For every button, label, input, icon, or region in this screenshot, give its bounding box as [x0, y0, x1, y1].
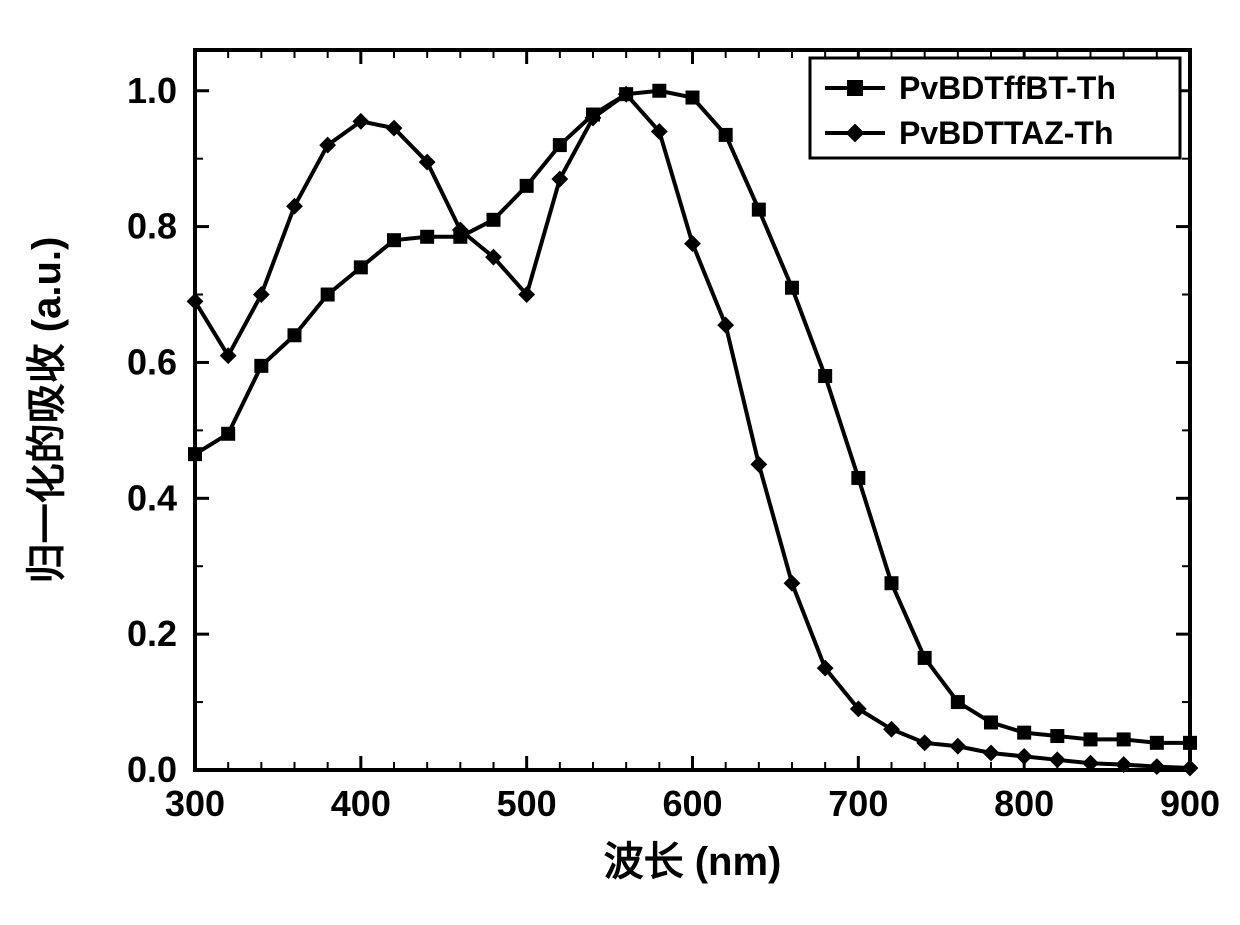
x-tick-label: 800 [994, 783, 1054, 824]
marker-square [687, 92, 699, 104]
x-tick-label: 700 [828, 783, 888, 824]
marker-square [720, 129, 732, 141]
marker-square [521, 180, 533, 192]
chart-container: 3004005006007008009000.00.20.40.60.81.0波… [0, 0, 1240, 925]
y-tick-label: 0.6 [127, 341, 177, 382]
marker-square [1085, 733, 1097, 745]
marker-square [919, 652, 931, 664]
marker-square [852, 472, 864, 484]
x-tick-label: 600 [662, 783, 722, 824]
marker-square [289, 329, 301, 341]
x-tick-label: 900 [1160, 783, 1220, 824]
y-tick-label: 0.0 [127, 749, 177, 790]
chart-svg: 3004005006007008009000.00.20.40.60.81.0波… [0, 0, 1240, 925]
marker-square [819, 370, 831, 382]
legend-label: PvBDTTAZ-Th [899, 115, 1113, 151]
marker-square [1184, 737, 1196, 749]
marker-square [388, 234, 400, 246]
marker-square [222, 428, 234, 440]
marker-square [886, 577, 898, 589]
x-tick-label: 500 [497, 783, 557, 824]
y-tick-label: 0.2 [127, 613, 177, 654]
y-tick-label: 0.8 [127, 206, 177, 247]
marker-square [255, 360, 267, 372]
legend-label: PvBDTffBT-Th [899, 70, 1116, 106]
marker-square [753, 204, 765, 216]
marker-square [554, 139, 566, 151]
x-tick-label: 400 [331, 783, 391, 824]
marker-square [322, 289, 334, 301]
marker-square [1051, 730, 1063, 742]
marker-square [985, 716, 997, 728]
marker-square [786, 282, 798, 294]
marker-square [1118, 733, 1130, 745]
marker-square [488, 214, 500, 226]
marker-square [1151, 737, 1163, 749]
marker-square [189, 448, 201, 460]
y-axis-label: 归一化的吸收 (a.u.) [25, 237, 69, 584]
x-axis-label: 波长 (nm) [604, 840, 782, 884]
marker-square [1018, 727, 1030, 739]
marker-square [421, 231, 433, 243]
y-tick-label: 1.0 [127, 70, 177, 111]
marker-square [355, 261, 367, 273]
marker-square [653, 85, 665, 97]
y-tick-label: 0.4 [127, 477, 177, 518]
marker-square [848, 81, 862, 95]
marker-square [952, 696, 964, 708]
